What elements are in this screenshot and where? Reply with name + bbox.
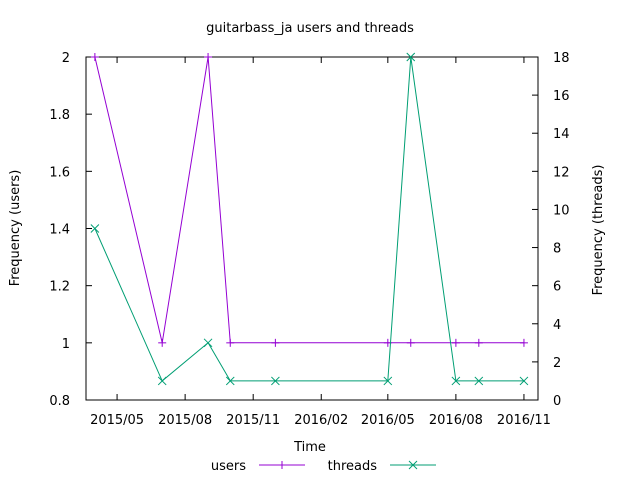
data-point-threads [203, 338, 213, 348]
data-point-threads [157, 376, 167, 386]
y2-tick-label: 12 [553, 165, 570, 180]
y-tick-label: 1.6 [49, 165, 70, 180]
x-tick-label: 2015/08 [158, 413, 212, 428]
y2-tick-label: 10 [553, 203, 570, 218]
y2-tick-label: 4 [553, 318, 561, 333]
x-tick-label: 2016/05 [361, 413, 415, 428]
data-point-users [271, 338, 280, 347]
data-point-threads [474, 376, 484, 386]
y-tick-label: 2 [62, 51, 70, 66]
data-point-users [406, 338, 415, 347]
x-axis-label: Time [293, 440, 326, 455]
y2-tick-label: 18 [553, 51, 570, 66]
data-point-threads [406, 52, 416, 62]
series-layer [90, 52, 529, 386]
data-point-threads [383, 376, 393, 386]
legend-label-threads: threads [328, 459, 378, 474]
data-point-threads [225, 376, 235, 386]
data-point-users [451, 338, 460, 347]
y-axis-left: 0.8 1 1.2 1.4 1.6 1.8 2 [49, 51, 92, 409]
y2-tick-label: 0 [553, 394, 561, 409]
legend: users threads [211, 459, 436, 474]
y2-tick-label: 14 [553, 127, 570, 142]
x-tick-label: 2015/11 [226, 413, 280, 428]
data-point-threads [451, 376, 461, 386]
x-axis: 2015/05 2015/08 2015/11 2016/02 2016/05 2016/… [90, 57, 551, 428]
data-point-threads [90, 224, 100, 233]
y2-tick-label: 6 [553, 280, 561, 295]
data-point-threads [519, 376, 529, 386]
chart-title: guitarbass_ja users and threads [206, 21, 414, 36]
series-line-threads [94, 56, 524, 382]
data-point-users [158, 338, 167, 347]
y2-tick-label: 2 [553, 356, 561, 371]
y-tick-label: 1 [62, 337, 70, 352]
y-tick-label: 1.4 [49, 223, 70, 238]
y2-tick-label: 8 [553, 242, 561, 257]
y-axis-label: Frequency (users) [8, 170, 23, 287]
plot-frame [85, 56, 539, 401]
y-tick-label: 1.2 [49, 280, 70, 295]
series-line-users [94, 56, 524, 344]
y2-axis-label: Frequency (threads) [591, 165, 606, 296]
x-tick-label: 2016/08 [429, 413, 483, 428]
x-tick-label: 2016/02 [294, 413, 348, 428]
legend-label-users: users [211, 459, 246, 474]
legend-marker-threads [408, 460, 418, 470]
x-tick-label: 2015/05 [90, 413, 144, 428]
y-tick-label: 0.8 [49, 394, 70, 409]
x-tick-label: 2016/11 [497, 413, 551, 428]
y2-tick-label: 16 [553, 89, 570, 104]
data-point-users [204, 53, 213, 61]
y-axis-right: 0 2 4 6 8 10 12 14 16 18 [532, 51, 570, 409]
legend-marker-users [278, 461, 286, 469]
y-tick-label: 1.8 [49, 108, 70, 123]
data-point-users [474, 338, 483, 347]
data-point-threads [271, 376, 280, 386]
data-point-users [90, 53, 99, 61]
data-point-users [226, 338, 235, 347]
data-point-users [519, 338, 528, 347]
